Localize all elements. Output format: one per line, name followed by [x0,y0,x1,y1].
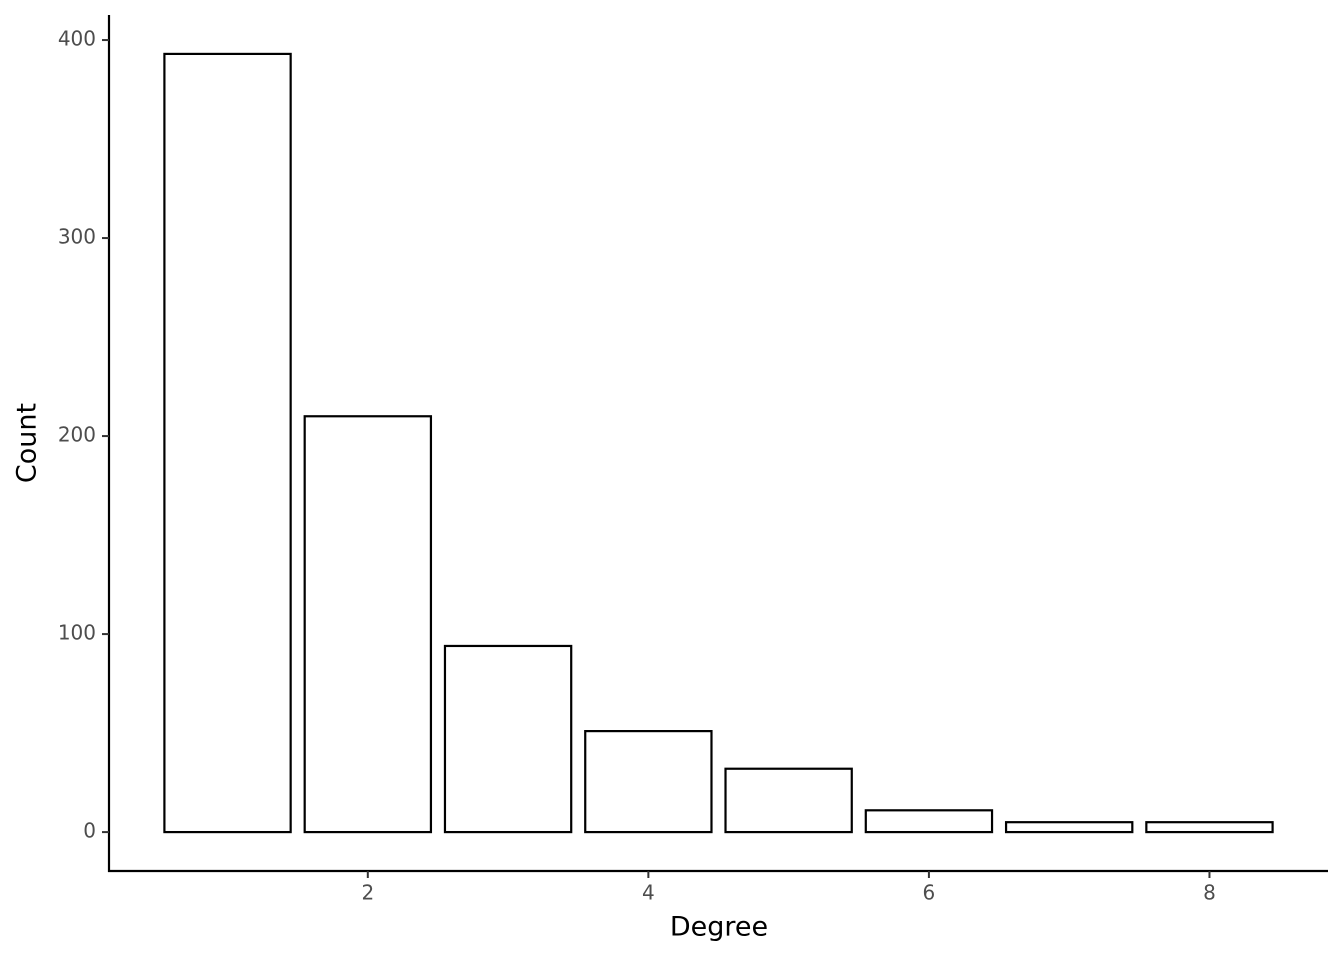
x-tick-label: 6 [923,881,936,905]
bar [1004,821,1134,834]
x-tick-label: 4 [642,881,655,905]
y-tick-label: 400 [58,27,96,51]
bar [443,644,573,834]
x-tick-label: 8 [1203,881,1216,905]
y-axis-title: Count [12,403,43,483]
y-tick-label: 200 [58,423,96,447]
bar [303,415,433,834]
x-tick-label: 2 [361,881,374,905]
y-tick-label: 100 [58,621,96,645]
bar [584,730,713,834]
x-axis-title: Degree [670,912,768,943]
y-tick-label: 0 [83,819,96,843]
bar [1145,821,1274,834]
bar [163,52,292,834]
bar [724,767,853,834]
y-tick-label: 300 [58,225,96,249]
bar [864,809,994,834]
